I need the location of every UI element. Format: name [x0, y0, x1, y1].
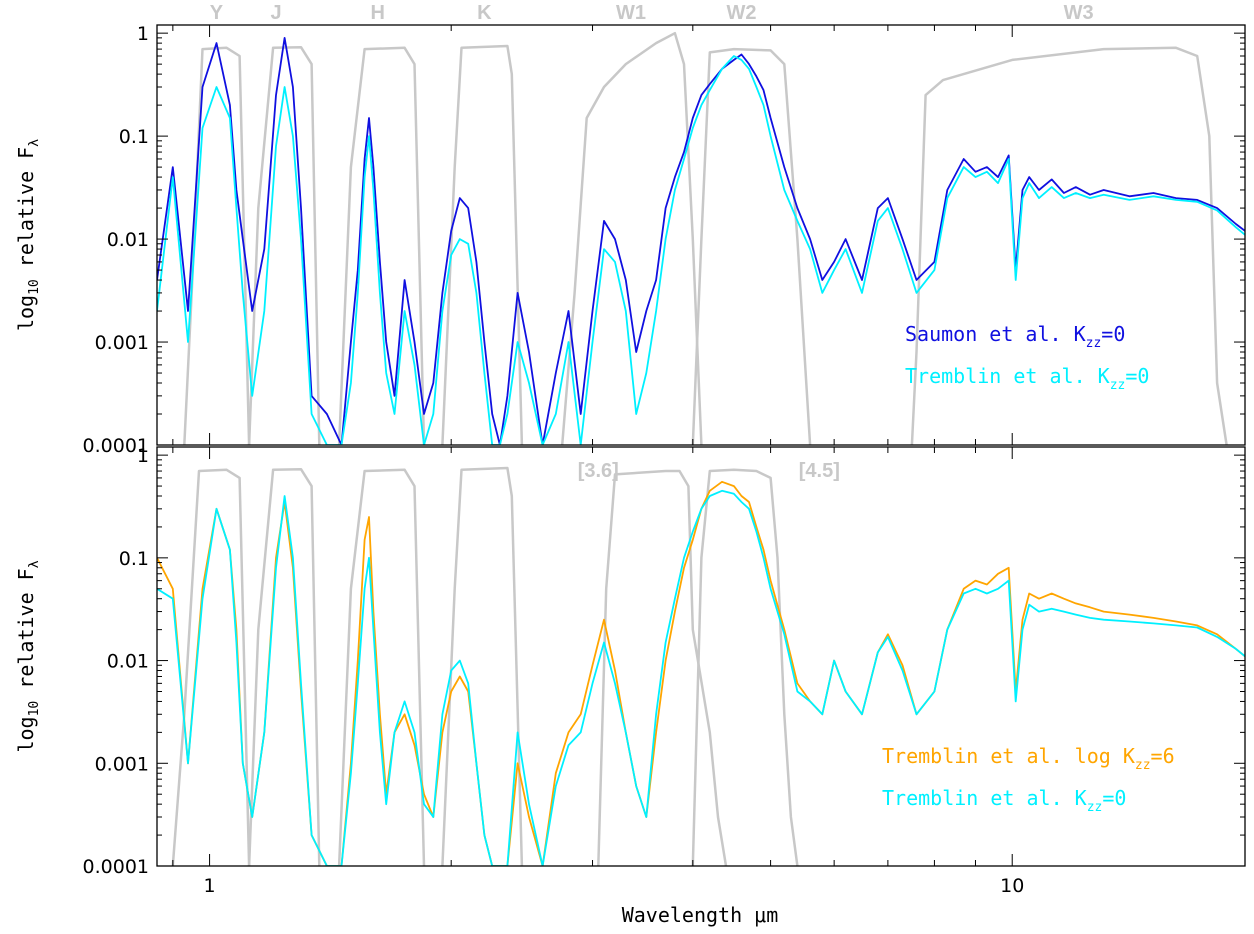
filter-curve-W3 [910, 46, 1228, 445]
legend-subscript: zz [1110, 378, 1126, 393]
series-line-2 [157, 55, 1245, 445]
plot-frame [156, 446, 1246, 867]
filter-curve-K [441, 44, 524, 445]
legend-entry-1: Saumon et al. Kzz=0 [905, 322, 1125, 351]
panel-top: 1 0.1 0.01 0.001 0.0001 Y J H K W1 W2 W3 log10 relat… [14, 2, 1246, 457]
band-label-Y: Y [210, 2, 224, 24]
filter-curve-J [247, 45, 321, 445]
y-tick-label: 1 [137, 23, 149, 45]
legend-entry-2: Tremblin et al. Kzz=0 [882, 786, 1126, 815]
y-tick-label: 0.01 [107, 229, 149, 251]
x-tick-label: 10 [1000, 875, 1024, 897]
y-axis-title-part: relative F [14, 147, 38, 279]
legend-label: Saumon et al. K [905, 322, 1086, 346]
legend-subscript: zz [1087, 800, 1103, 815]
filter-curve-H [337, 46, 426, 445]
y-tick-label: 0.1 [119, 548, 149, 570]
y-axis-title-subscript: λ [27, 139, 42, 147]
filter-curve-H [337, 468, 426, 866]
y-tick-label: 0.001 [95, 753, 149, 775]
band-label-J: J [270, 2, 281, 24]
y-tick-label: 0.0001 [83, 435, 149, 457]
y-axis-title-subscript: λ [27, 560, 42, 568]
legend-label: Tremblin et al. log K [882, 744, 1135, 768]
legend-subscript: zz [1086, 336, 1102, 351]
y-tick-label: 0.0001 [83, 856, 149, 878]
series-line-2 [157, 489, 1245, 866]
legend-subscript: zz [1135, 758, 1151, 773]
y-axis-title-part: log [14, 295, 38, 331]
series-line-1 [157, 37, 1245, 445]
y-tick-label: 0.001 [95, 332, 149, 354]
legend-entry-2: Tremblin et al. Kzz=0 [905, 364, 1149, 393]
y-axis-title-part: relative F [14, 568, 38, 700]
band-label-H: H [371, 2, 385, 24]
band-label-W2: W2 [727, 2, 757, 24]
plot-area [157, 466, 1245, 866]
y-tick-label: 1 [137, 445, 149, 467]
filter-curve-W2 [691, 47, 812, 445]
y-axis-title-subscript: 10 [27, 279, 42, 295]
legend-label-suffix: =0 [1102, 786, 1126, 810]
band-label-K: K [477, 2, 492, 24]
legend-label-suffix: =6 [1151, 744, 1175, 768]
filter-curve-K [441, 466, 524, 866]
filter-curve-[3.6] [597, 469, 728, 866]
plot-frame [156, 24, 1246, 446]
filter-curve-W1 [560, 31, 703, 445]
x-tick-label: 1 [204, 875, 216, 897]
y-tick-label: 0.01 [107, 651, 149, 673]
plot-area [157, 31, 1245, 445]
filter-curve-J [247, 467, 321, 866]
filter-curve-Y [171, 468, 251, 866]
band-label-45: [4.5] [799, 460, 840, 482]
legend-label: Tremblin et al. K [905, 364, 1110, 388]
y-tick-label: 0.1 [119, 126, 149, 148]
band-label-W1: W1 [616, 2, 646, 24]
legend-label: Tremblin et al. K [882, 786, 1087, 810]
y-axis-title: log10 relative Fλ [14, 139, 42, 331]
y-axis-title-part: log [14, 716, 38, 752]
y-axis-title: log10 relative Fλ [14, 560, 42, 752]
y-axis-title-subscript: 10 [27, 701, 42, 717]
band-label-W3: W3 [1064, 2, 1094, 24]
x-axis-title: Wavelength μm [622, 903, 779, 927]
legend-label-suffix: =0 [1125, 364, 1149, 388]
legend-label-suffix: =0 [1101, 322, 1125, 346]
legend-entry-1: Tremblin et al. log Kzz=6 [882, 744, 1175, 773]
band-label-36: [3.6] [578, 460, 619, 482]
filter-curve-[4.5] [691, 468, 799, 866]
